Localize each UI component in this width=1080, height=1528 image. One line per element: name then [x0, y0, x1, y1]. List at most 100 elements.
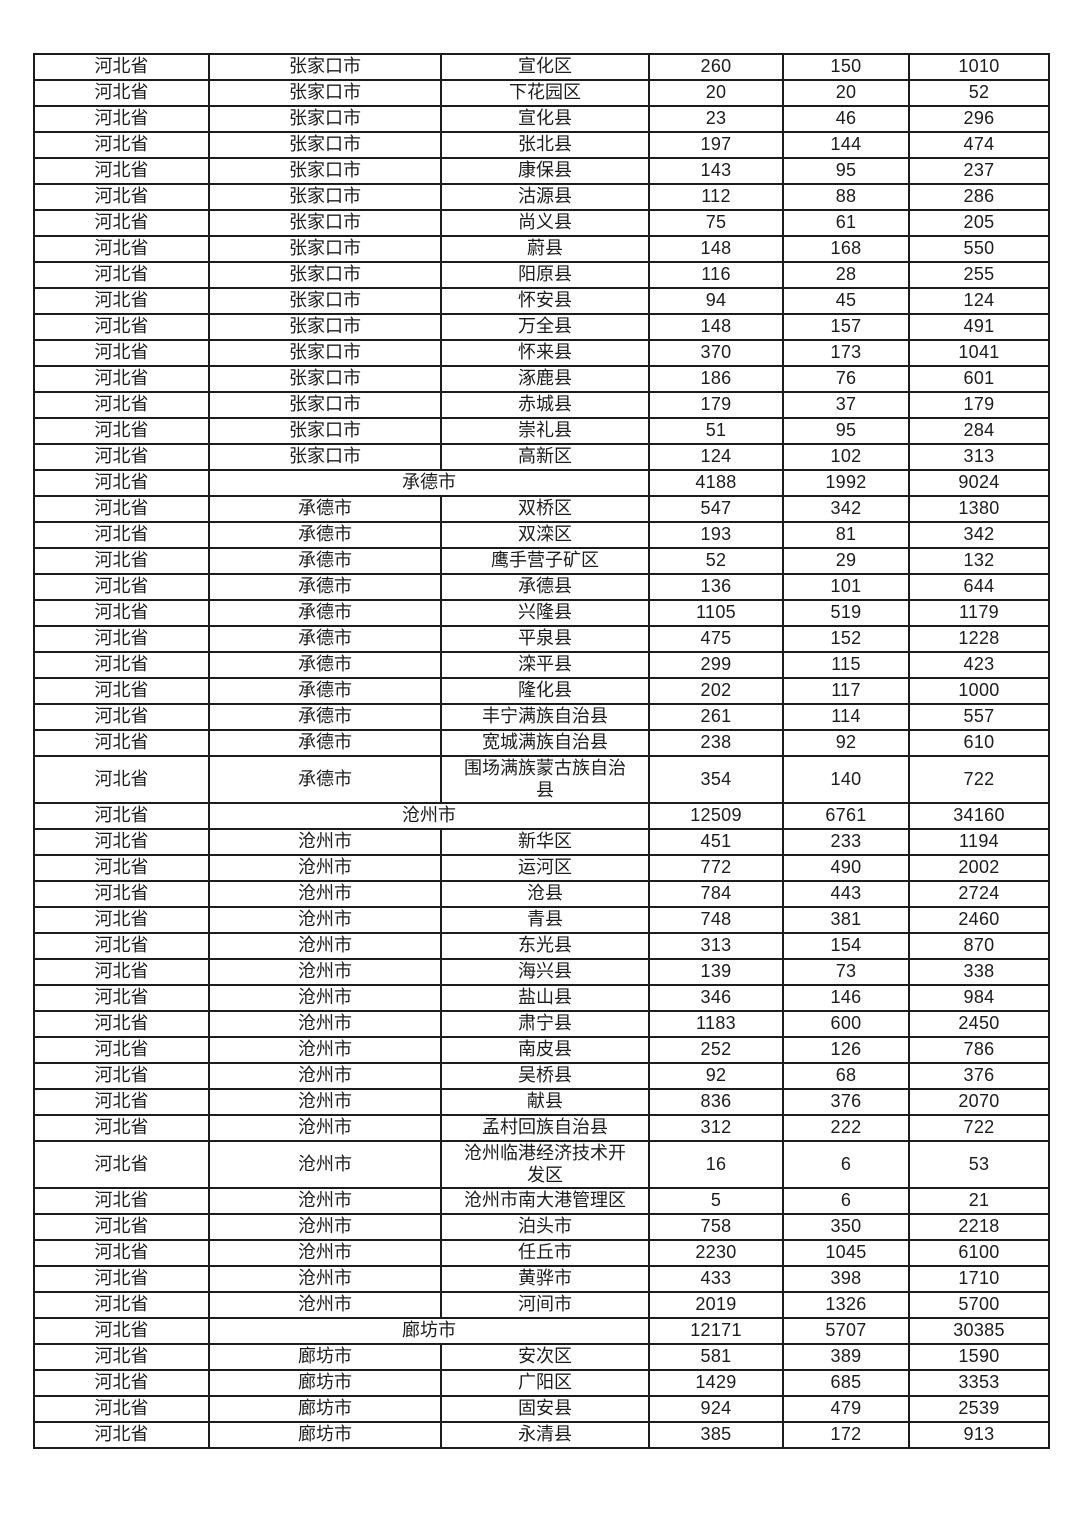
district-cell: 双桥区: [440, 495, 650, 523]
table-row: 河北省 沧州市 盐山县 346 146 984: [33, 984, 1050, 1012]
province-cell: 河北省: [33, 677, 210, 705]
district-cell: 康保县: [440, 157, 650, 185]
value-cell: 443: [782, 880, 910, 908]
district-cell: 高新区: [440, 443, 650, 471]
province-cell: 河北省: [33, 157, 210, 185]
value-cell: 581: [648, 1343, 784, 1371]
value-cell: 172: [782, 1421, 910, 1449]
value-cell: 102: [782, 443, 910, 471]
district-cell: 涿鹿县: [440, 365, 650, 393]
value-cell: 6: [782, 1140, 910, 1189]
table-row: 河北省 承德市 平泉县 475 152 1228: [33, 625, 1050, 653]
value-cell: 1326: [782, 1291, 910, 1319]
city-cell: 承德市: [208, 495, 442, 523]
value-cell: 2070: [908, 1088, 1050, 1116]
district-cell: 河间市: [440, 1291, 650, 1319]
value-cell: 913: [908, 1421, 1050, 1449]
table-row: 河北省 承德市 围场满族蒙古族自治县 354 140 722: [33, 755, 1050, 804]
table-row: 河北省 沧州市 南皮县 252 126 786: [33, 1036, 1050, 1064]
city-cell: 承德市: [208, 703, 442, 731]
value-cell: 836: [648, 1088, 784, 1116]
value-cell: 610: [908, 729, 1050, 757]
value-cell: 4188: [648, 469, 784, 497]
city-cell: 沧州市: [208, 1114, 442, 1142]
table-row: 河北省 廊坊市 广阳区 1429 685 3353: [33, 1369, 1050, 1397]
city-cell: 沧州市: [208, 854, 442, 882]
value-cell: 748: [648, 906, 784, 934]
value-cell: 490: [782, 854, 910, 882]
table-row: 河北省 沧州市 运河区 772 490 2002: [33, 854, 1050, 882]
value-cell: 132: [908, 547, 1050, 575]
district-cell: 崇礼县: [440, 417, 650, 445]
city-summary-cell: 沧州市: [208, 802, 650, 830]
value-cell: 150: [782, 53, 910, 81]
province-cell: 河北省: [33, 469, 210, 497]
value-cell: 20: [782, 79, 910, 107]
value-cell: 37: [782, 391, 910, 419]
province-cell: 河北省: [33, 313, 210, 341]
city-cell: 承德市: [208, 625, 442, 653]
province-cell: 河北省: [33, 417, 210, 445]
table-row: 河北省 沧州市 沧州临港经济技术开发区 16 6 53: [33, 1140, 1050, 1189]
value-cell: 117: [782, 677, 910, 705]
city-cell: 沧州市: [208, 880, 442, 908]
value-cell: 92: [782, 729, 910, 757]
province-cell: 河北省: [33, 53, 210, 81]
value-cell: 152: [782, 625, 910, 653]
table-row: 河北省 沧州市 吴桥县 92 68 376: [33, 1062, 1050, 1090]
value-cell: 870: [908, 932, 1050, 960]
district-cell: 围场满族蒙古族自治县: [440, 755, 650, 804]
city-cell: 沧州市: [208, 1010, 442, 1038]
district-cell: 宣化县: [440, 105, 650, 133]
value-cell: 722: [908, 755, 1050, 804]
value-cell: 758: [648, 1213, 784, 1241]
value-cell: 12171: [648, 1317, 784, 1345]
value-cell: 255: [908, 261, 1050, 289]
province-cell: 河北省: [33, 1317, 210, 1345]
city-cell: 沧州市: [208, 1265, 442, 1293]
value-cell: 186: [648, 365, 784, 393]
table-row: 河北省 张家口市 怀来县 370 173 1041: [33, 339, 1050, 367]
value-cell: 1194: [908, 828, 1050, 856]
district-cell: 沧州市南大港管理区: [440, 1187, 650, 1215]
value-cell: 61: [782, 209, 910, 237]
value-cell: 6100: [908, 1239, 1050, 1267]
province-cell: 河北省: [33, 1421, 210, 1449]
value-cell: 5707: [782, 1317, 910, 1345]
city-cell: 沧州市: [208, 1140, 442, 1189]
district-cell: 丰宁满族自治县: [440, 703, 650, 731]
district-cell: 阳原县: [440, 261, 650, 289]
value-cell: 29: [782, 547, 910, 575]
table-row: 河北省 承德市 承德县 136 101 644: [33, 573, 1050, 601]
value-cell: 376: [908, 1062, 1050, 1090]
district-cell: 泊头市: [440, 1213, 650, 1241]
district-cell: 怀来县: [440, 339, 650, 367]
province-cell: 河北省: [33, 651, 210, 679]
district-cell: 新华区: [440, 828, 650, 856]
value-cell: 600: [782, 1010, 910, 1038]
city-cell: 廊坊市: [208, 1343, 442, 1371]
province-cell: 河北省: [33, 365, 210, 393]
district-cell: 宽城满族自治县: [440, 729, 650, 757]
table-row: 河北省 沧州市 青县 748 381 2460: [33, 906, 1050, 934]
value-cell: 173: [782, 339, 910, 367]
province-cell: 河北省: [33, 880, 210, 908]
value-cell: 16: [648, 1140, 784, 1189]
value-cell: 233: [782, 828, 910, 856]
province-cell: 河北省: [33, 906, 210, 934]
district-cell: 怀安县: [440, 287, 650, 315]
city-cell: 承德市: [208, 547, 442, 575]
province-cell: 河北省: [33, 79, 210, 107]
table-row: 河北省 沧州市 沧州市南大港管理区 5 6 21: [33, 1187, 1050, 1215]
value-cell: 381: [782, 906, 910, 934]
province-cell: 河北省: [33, 521, 210, 549]
value-cell: 284: [908, 417, 1050, 445]
value-cell: 179: [648, 391, 784, 419]
value-cell: 146: [782, 984, 910, 1012]
value-cell: 197: [648, 131, 784, 159]
value-cell: 312: [648, 1114, 784, 1142]
table-row: 河北省 承德市 鹰手营子矿区 52 29 132: [33, 547, 1050, 575]
table-row: 河北省 张家口市 高新区 124 102 313: [33, 443, 1050, 471]
value-cell: 2724: [908, 880, 1050, 908]
value-cell: 75: [648, 209, 784, 237]
